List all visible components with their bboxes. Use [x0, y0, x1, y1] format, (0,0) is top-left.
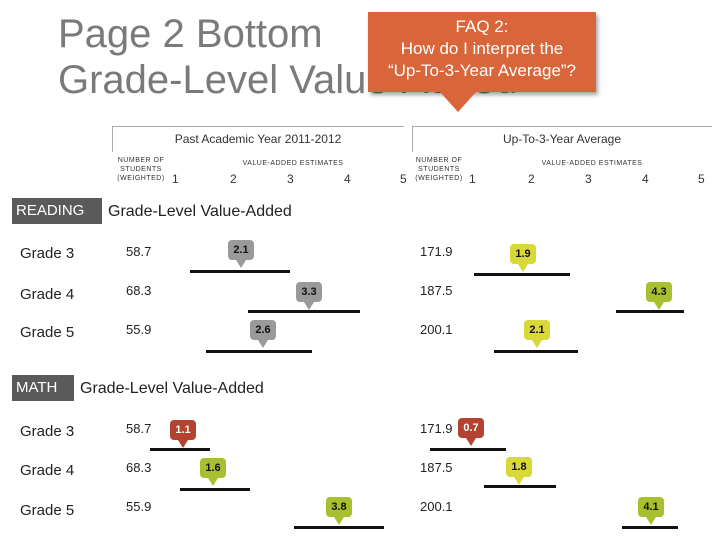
- left-scale-3: 3: [287, 172, 294, 186]
- right-estimates-label: VALUE-ADDED ESTIMATES: [541, 160, 643, 167]
- reading-grade5-right-n: 200.1: [420, 322, 453, 337]
- math-grade5-left-bar: [294, 526, 384, 529]
- students-label-line1: NUMBER OF: [117, 157, 165, 164]
- reading-grade3-label: Grade 3: [20, 245, 75, 262]
- left-column-header: Past Academic Year 2011-2012: [174, 132, 342, 146]
- math-grade3-right-n: 171.9: [420, 421, 453, 436]
- math-grade3-right-bar: [430, 448, 506, 451]
- reading-grade5-label: Grade 5: [20, 324, 75, 341]
- math-grade5-right-bar: [622, 526, 678, 529]
- reading-grade3-right-n: 171.9: [420, 244, 453, 259]
- faq-callout: FAQ 2: How do I interpret the “Up-To-3-Y…: [368, 12, 596, 92]
- math-grade3-left-marker: 1.1: [170, 420, 196, 448]
- reading-grade3-left-n: 58.7: [126, 244, 152, 259]
- math-section-title: Grade-Level Value-Added: [80, 380, 264, 397]
- right-students-label: NUMBER OF STUDENTS (WEIGHTED): [410, 156, 468, 183]
- math-grade5-right-n: 200.1: [420, 499, 453, 514]
- math-grade5-left-n: 55.9: [126, 499, 152, 514]
- math-grade3-left-bar: [150, 448, 210, 451]
- reading-grade4-label: Grade 4: [20, 286, 75, 303]
- math-grade4-right-marker: 1.8: [506, 457, 532, 485]
- reading-grade4-right-marker: 4.3: [646, 282, 672, 310]
- reading-grade3-left-marker: 2.1: [228, 240, 254, 268]
- reading-grade4-right-bar: [616, 310, 684, 313]
- reading-grade4-left-bar: [248, 310, 360, 313]
- left-scale-1: 1: [172, 172, 179, 186]
- math-grade5-label: Grade 5: [20, 502, 75, 519]
- reading-grade3-right-marker: 1.9: [510, 244, 536, 272]
- reading-grade5-left-bar: [206, 350, 312, 353]
- reading-grade4-left-marker: 3.3: [296, 282, 322, 310]
- students-label-line3: (WEIGHTED): [117, 175, 165, 182]
- math-section-label: MATH: [12, 375, 74, 401]
- students-label-line1: NUMBER OF: [415, 157, 463, 164]
- left-header-rule-side: [112, 126, 114, 152]
- callout-line2: How do I interpret the: [400, 39, 564, 58]
- math-grade3-left-n: 58.7: [126, 421, 152, 436]
- math-grade4-left-n: 68.3: [126, 460, 152, 475]
- students-label-line3: (WEIGHTED): [415, 175, 463, 182]
- students-label-line2: STUDENTS: [418, 166, 460, 173]
- reading-grade4-right-n: 187.5: [420, 283, 453, 298]
- right-column-header: Up-To-3-Year Average: [502, 132, 622, 146]
- reading-grade5-right-bar: [494, 350, 578, 353]
- callout-pointer: [440, 92, 476, 112]
- reading-section-title: Grade-Level Value-Added: [108, 203, 292, 220]
- left-students-label: NUMBER OF STUDENTS (WEIGHTED): [112, 156, 170, 183]
- reading-grade5-left-n: 55.9: [126, 322, 152, 337]
- left-scale-2: 2: [230, 172, 237, 186]
- math-grade3-label: Grade 3: [20, 423, 75, 440]
- reading-grade5-right-marker: 2.1: [524, 320, 550, 348]
- right-scale-2: 2: [528, 172, 535, 186]
- reading-grade4-left-n: 68.3: [126, 283, 152, 298]
- left-scale-4: 4: [344, 172, 351, 186]
- right-scale-1: 1: [469, 172, 476, 186]
- right-scale-3: 3: [585, 172, 592, 186]
- right-scale-5: 5: [698, 172, 705, 186]
- callout-line1: FAQ 2:: [455, 17, 509, 36]
- math-grade4-label: Grade 4: [20, 462, 75, 479]
- reading-section-label: READING: [12, 198, 102, 224]
- math-grade4-right-bar: [484, 485, 556, 488]
- students-label-line2: STUDENTS: [120, 166, 162, 173]
- reading-grade3-right-bar: [474, 273, 570, 276]
- reading-grade5-left-marker: 2.6: [250, 320, 276, 348]
- math-grade3-right-marker: 0.7: [458, 418, 484, 446]
- left-header-rule: [112, 126, 404, 127]
- left-scale-5: 5: [400, 172, 407, 186]
- right-header-rule-side: [412, 126, 414, 152]
- math-grade4-right-n: 187.5: [420, 460, 453, 475]
- page-title-line1: Page 2 Bottom: [58, 12, 323, 56]
- callout-line3: “Up-To-3-Year Average”?: [387, 61, 577, 80]
- math-grade5-right-marker: 4.1: [638, 497, 664, 525]
- right-header-rule: [412, 126, 712, 127]
- math-grade4-left-marker: 1.6: [200, 458, 226, 486]
- left-estimates-label: VALUE-ADDED ESTIMATES: [242, 160, 344, 167]
- math-grade4-left-bar: [180, 488, 250, 491]
- math-grade5-left-marker: 3.8: [326, 497, 352, 525]
- right-scale-4: 4: [642, 172, 649, 186]
- reading-grade3-left-bar: [190, 270, 290, 273]
